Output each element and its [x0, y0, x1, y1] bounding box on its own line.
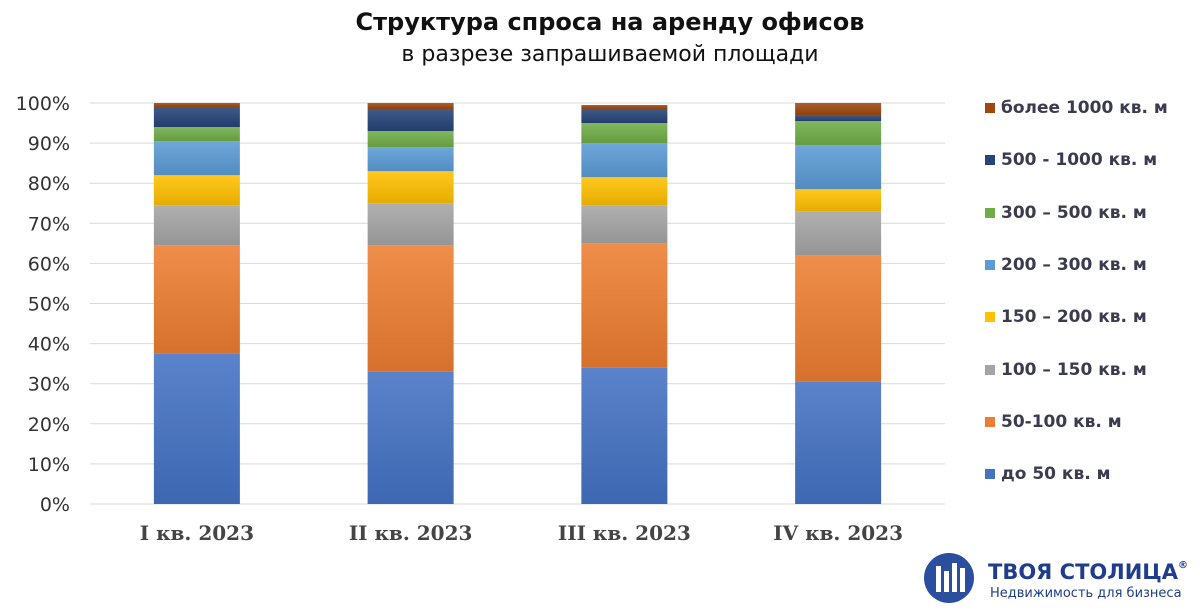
bar-segment [367, 109, 454, 132]
bar-segment [795, 381, 882, 504]
legend-swatch [985, 155, 995, 166]
legend-item: 500 - 1000 кв. м [985, 148, 1157, 172]
bar-segment [795, 103, 882, 116]
legend-label: 150 – 200 кв. м [1001, 307, 1147, 328]
bar-segment [153, 107, 240, 128]
x-tick-label: IV кв. 2023 [773, 521, 903, 545]
legend-label: до 50 кв. м [1001, 464, 1111, 485]
y-tick-label: 80% [28, 173, 70, 195]
legend-item: 100 – 150 кв. м [985, 358, 1147, 382]
legend-item: 300 – 500 кв. м [985, 201, 1147, 225]
x-tick-label: III кв. 2023 [558, 521, 691, 545]
bar-segment [153, 205, 240, 246]
y-tick-label: 100% [16, 93, 70, 115]
legend-label: более 1000 кв. м [1001, 98, 1168, 118]
bar-segment [367, 103, 454, 110]
y-tick-label: 10% [28, 454, 70, 476]
bar-segment [367, 147, 454, 172]
bar-segment [153, 141, 240, 176]
brand-block: ТВОЯ СТОЛИЦА® Недвижимость для бизнеса [918, 548, 1200, 608]
bar-segment [367, 371, 454, 504]
bar-segment [367, 131, 454, 148]
legend-swatch [985, 312, 995, 323]
legend-item: 200 – 300 кв. м [985, 253, 1147, 277]
y-tick-label: 90% [28, 133, 70, 155]
bar-segment [153, 127, 240, 142]
bar-segment [153, 353, 240, 504]
y-tick-label: 20% [28, 414, 70, 436]
bar-segment [795, 211, 882, 256]
brand-name: ТВОЯ СТОЛИЦА® [988, 560, 1189, 584]
y-tick-label: 60% [28, 253, 70, 275]
chart-subtitle: в разрезе запрашиваемой площади [401, 42, 819, 67]
bar-segment [581, 143, 668, 178]
bar-segment [367, 203, 454, 246]
registered-mark: ® [1178, 560, 1189, 571]
y-tick-label: 40% [28, 334, 70, 356]
y-tick-label: 50% [28, 294, 70, 316]
bar-segment [581, 205, 668, 244]
legend-label: 300 – 500 кв. м [1001, 202, 1147, 223]
legend-swatch [985, 259, 995, 270]
bar-segment [581, 109, 668, 124]
bar-segment [795, 255, 882, 382]
brand-logo-icon [924, 553, 974, 603]
legend-item: до 50 кв. м [985, 462, 1110, 486]
bar-segment [367, 171, 454, 204]
bar-segment [795, 121, 882, 146]
legend-item: 150 – 200 кв. м [985, 305, 1147, 329]
legend-swatch [985, 364, 995, 375]
bar-segment [581, 177, 668, 206]
legend-label: 200 – 300 кв. м [1001, 254, 1147, 275]
chart-title: Структура спроса на аренду офисов [355, 8, 865, 36]
bar-segment [153, 245, 240, 354]
bar-segment [795, 189, 882, 212]
legend-label: 100 – 150 кв. м [1001, 359, 1147, 380]
brand-tagline: Недвижимость для бизнеса [990, 586, 1182, 601]
bar-segment [581, 105, 668, 110]
legend-swatch [985, 103, 995, 113]
legend-label: 50-100 кв. м [1001, 411, 1122, 432]
bar-segment [581, 123, 668, 144]
bar-segment [153, 175, 240, 206]
y-tick-label: 70% [28, 213, 70, 235]
bar-segment [153, 103, 240, 108]
x-tick-label: II кв. 2023 [349, 521, 473, 545]
bar-segment [795, 145, 882, 190]
y-tick-label: 0% [40, 494, 70, 516]
bar-segment [581, 243, 668, 368]
x-tick-label: I кв. 2023 [140, 521, 254, 545]
legend-swatch [985, 207, 995, 218]
legend-label: 500 - 1000 кв. м [1001, 150, 1158, 171]
legend-swatch [985, 416, 995, 427]
legend-item: 50-100 кв. м [985, 410, 1122, 434]
bar-segment [581, 367, 668, 504]
legend-swatch [985, 469, 995, 480]
bar-segment [367, 245, 454, 372]
bar-segment [795, 115, 882, 122]
y-tick-label: 30% [28, 374, 70, 396]
legend-item: более 1000 кв. м [985, 96, 1168, 120]
